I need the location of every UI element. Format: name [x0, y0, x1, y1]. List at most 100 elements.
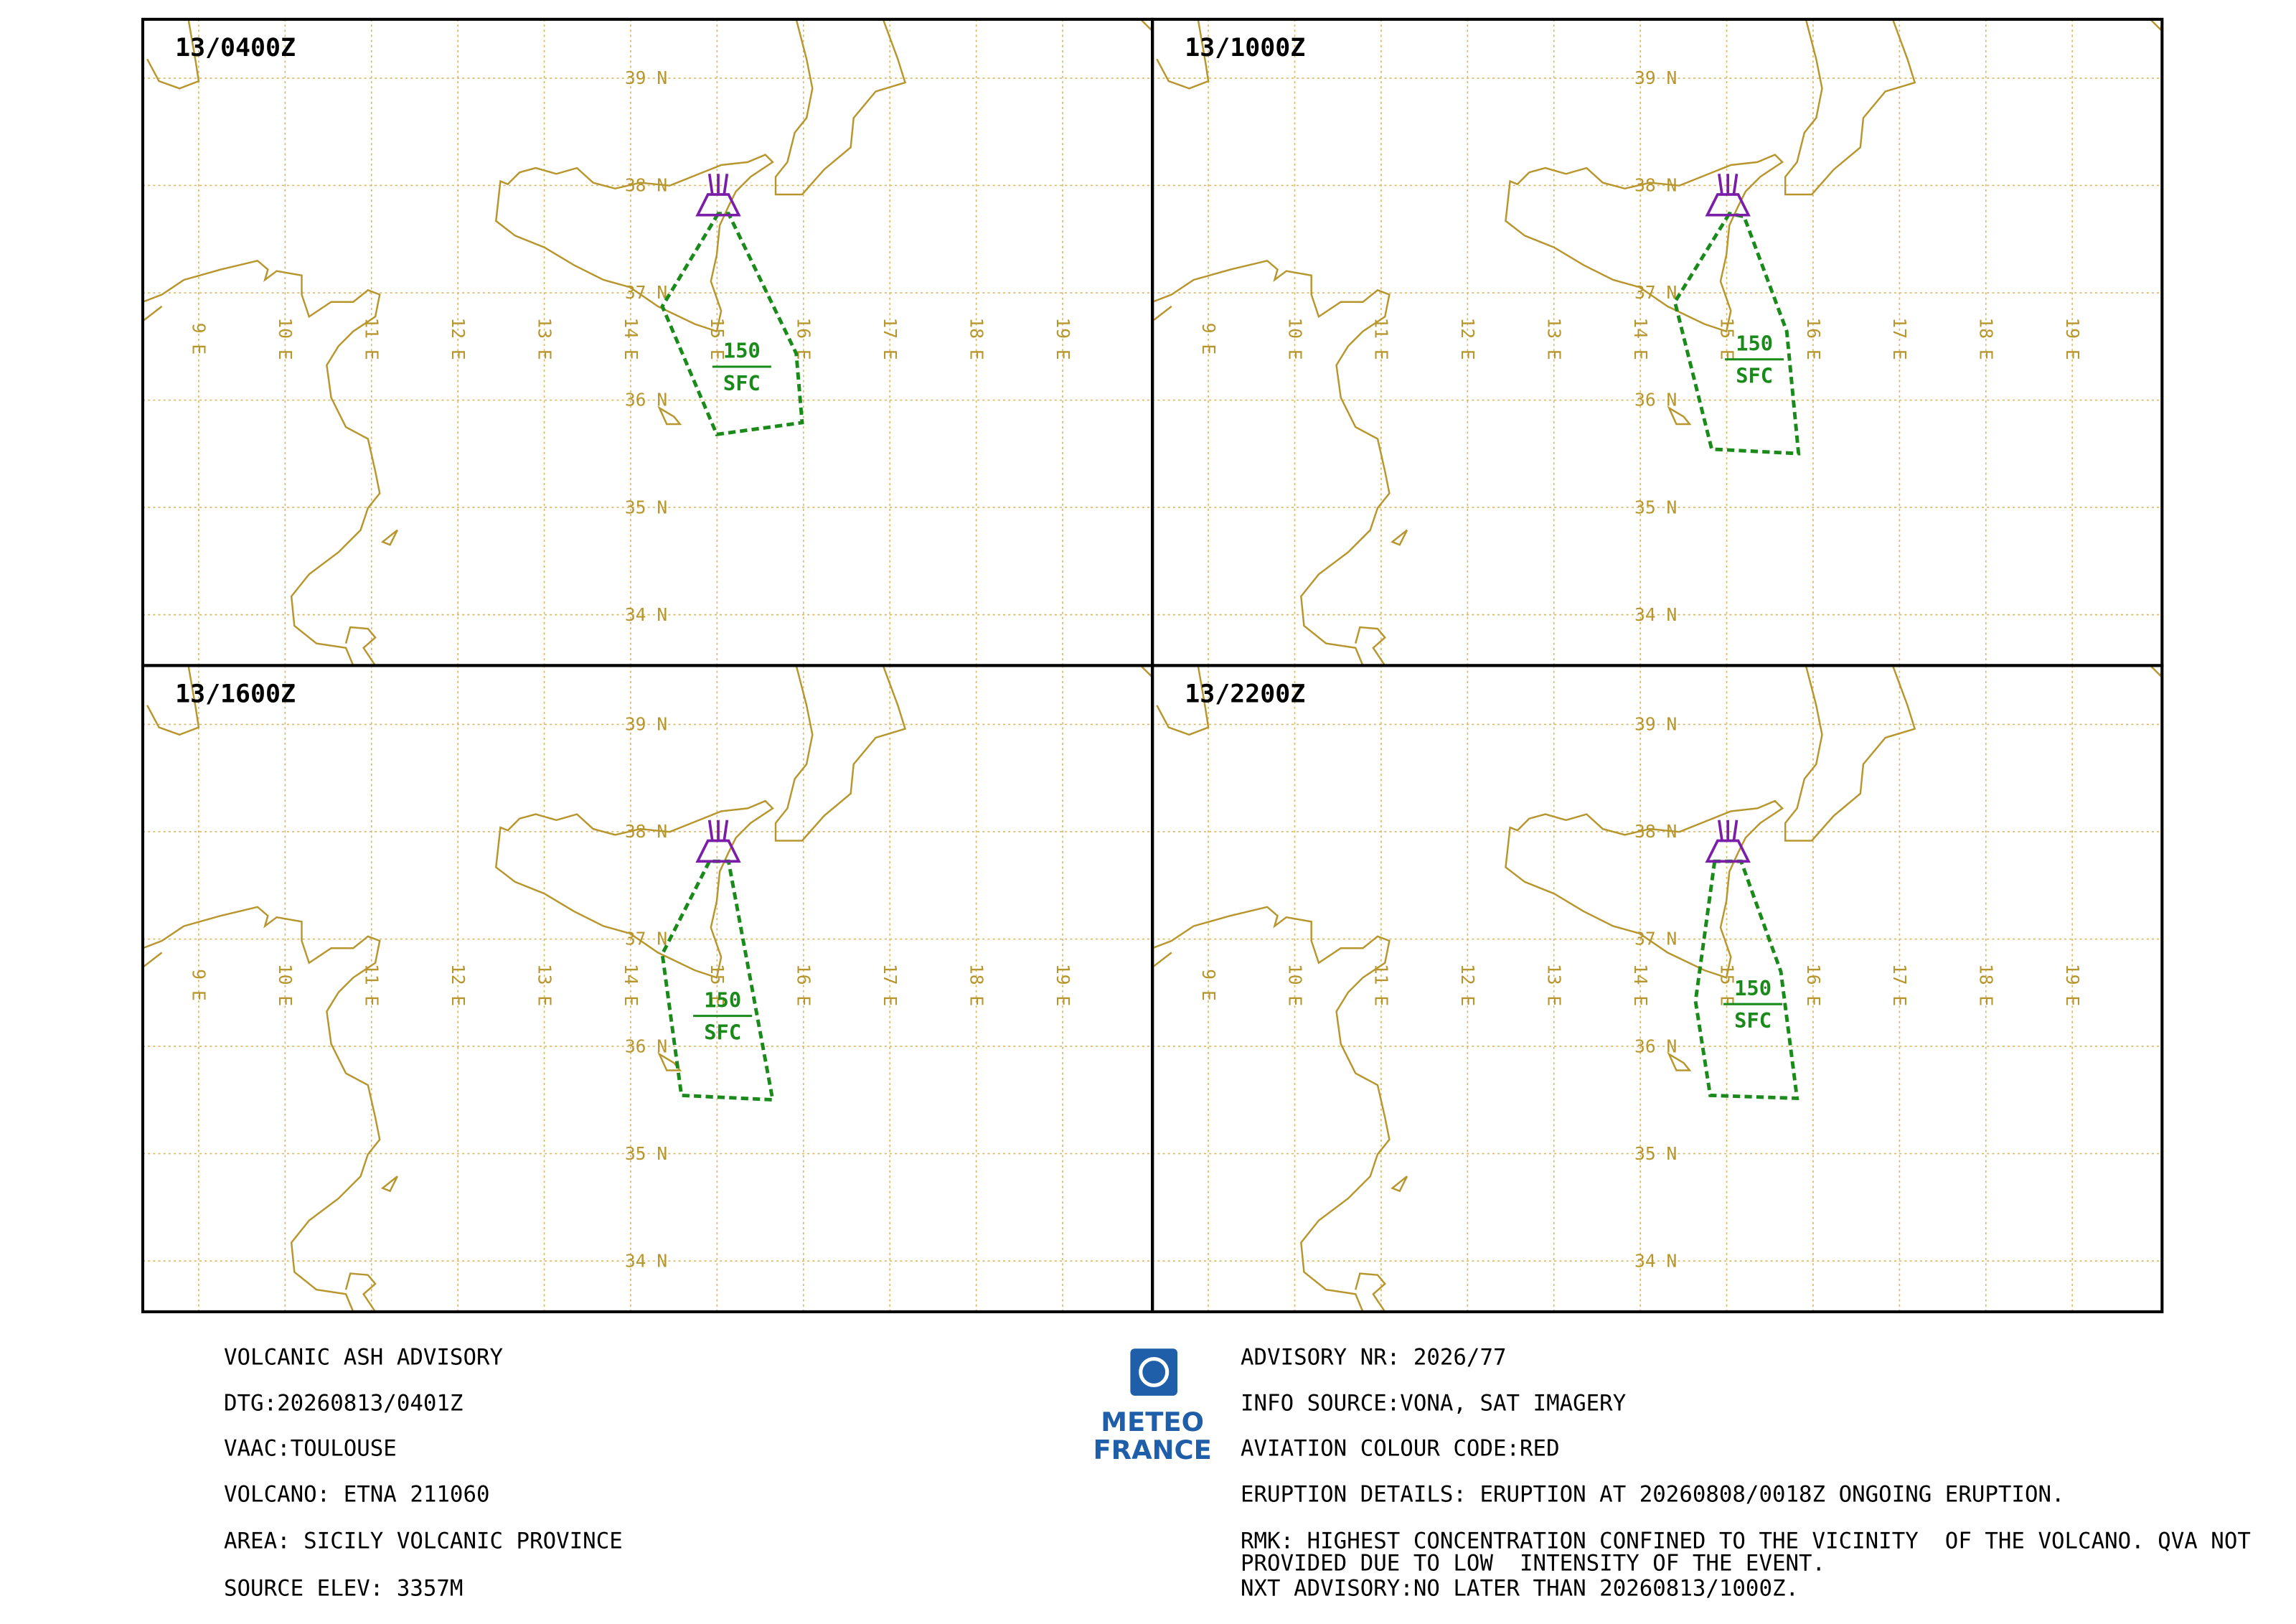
- lat-label: 37 N: [1634, 929, 1677, 949]
- advisory-line: INFO SOURCE:VONA, SAT IMAGERY: [1241, 1389, 1627, 1417]
- lon-label: 9 E: [189, 969, 210, 1000]
- lat-label: 39 N: [625, 714, 667, 735]
- lon-label: 18 E: [1976, 317, 1997, 360]
- lon-label: 15 E: [707, 964, 728, 1006]
- logo-text: FRANCE: [1093, 1435, 1211, 1465]
- lon-label: 19 E: [2062, 964, 2083, 1006]
- ash-top: 150: [723, 339, 761, 363]
- advisory-line: VAAC:TOULOUSE: [223, 1435, 397, 1462]
- advisory-line: SOURCE ELEV: 3357M: [223, 1574, 464, 1602]
- lon-label: 15 E: [707, 317, 728, 360]
- advisory-line: AREA: SICILY VOLCANIC PROVINCE: [223, 1528, 623, 1555]
- ash-base: SFC: [1736, 364, 1773, 388]
- advisory-line: DTG:20260813/0401Z: [223, 1389, 464, 1417]
- panel-time: 13/1600Z: [175, 680, 296, 709]
- lon-label: 12 E: [448, 964, 469, 1006]
- lon-label: 18 E: [1976, 964, 1997, 1006]
- advisory-line: ERUPTION DETAILS: ERUPTION AT 20260808/0…: [1241, 1480, 2065, 1508]
- lon-label: 10 E: [1284, 964, 1305, 1006]
- lat-label: 39 N: [625, 67, 667, 88]
- logo-text: METEO: [1101, 1407, 1204, 1437]
- ash-base: SFC: [723, 371, 761, 395]
- ash-base: SFC: [1734, 1008, 1772, 1033]
- lon-label: 11 E: [362, 317, 382, 360]
- lat-label: 38 N: [625, 175, 667, 196]
- lon-label: 10 E: [275, 964, 296, 1006]
- lat-label: 35 N: [1634, 1143, 1677, 1164]
- lon-label: 9 E: [189, 323, 210, 355]
- advisory-line: AVIATION COLOUR CODE:RED: [1241, 1435, 1560, 1462]
- lon-label: 18 E: [966, 964, 987, 1006]
- advisory-line: ADVISORY NR: 2026/77: [1241, 1343, 1507, 1371]
- lat-label: 36 N: [1634, 390, 1677, 410]
- panel-time: 13/0400Z: [175, 34, 296, 62]
- lon-label: 16 E: [1803, 964, 1824, 1006]
- volcano-icon: [1705, 818, 1750, 863]
- lat-label: 35 N: [1634, 497, 1677, 517]
- ash-top: 150: [1734, 976, 1772, 1000]
- lon-label: 17 E: [880, 964, 900, 1006]
- lon-label: 9 E: [1198, 323, 1219, 355]
- lon-label: 14 E: [621, 317, 641, 360]
- lon-label: 14 E: [1630, 317, 1651, 360]
- panel-time: 13/2200Z: [1185, 680, 1305, 709]
- lat-label: 37 N: [625, 929, 667, 949]
- lon-label: 13 E: [534, 964, 555, 1006]
- lat-label: 35 N: [625, 497, 667, 517]
- lat-label: 34 N: [1634, 604, 1677, 625]
- lon-label: 10 E: [1284, 317, 1305, 360]
- lat-label: 37 N: [625, 282, 667, 303]
- advisory-line: VOLCANIC ASH ADVISORY: [223, 1343, 503, 1371]
- advisory-line: NXT ADVISORY:NO LATER THAN 20260813/1000…: [1241, 1574, 1799, 1602]
- ash-top: 150: [1736, 331, 1773, 355]
- lat-label: 34 N: [1634, 1250, 1677, 1271]
- lon-label: 18 E: [966, 317, 987, 360]
- ash-base: SFC: [704, 1020, 741, 1044]
- lon-label: 11 E: [362, 964, 382, 1006]
- logo-mark: [1130, 1348, 1178, 1396]
- lat-label: 37 N: [1634, 282, 1677, 303]
- lat-label: 35 N: [625, 1143, 667, 1164]
- lon-label: 19 E: [1053, 964, 1073, 1006]
- lon-label: 11 E: [1371, 964, 1392, 1006]
- lon-label: 15 E: [1716, 964, 1737, 1006]
- lon-label: 15 E: [1716, 317, 1737, 360]
- volcano-icon: [696, 172, 740, 217]
- lat-label: 39 N: [1634, 67, 1677, 88]
- ash-area: [1672, 211, 1801, 456]
- lon-label: 17 E: [1889, 317, 1910, 360]
- lon-label: 13 E: [534, 317, 555, 360]
- lon-label: 13 E: [1544, 317, 1565, 360]
- advisory-line: RMK: HIGHEST CONCENTRATION CONFINED TO T…: [1241, 1528, 2264, 1577]
- lon-label: 16 E: [794, 964, 814, 1006]
- advisory-line: VOLCANO: ETNA 211060: [223, 1480, 490, 1508]
- lat-label: 38 N: [1634, 175, 1677, 196]
- volcano-icon: [696, 818, 740, 863]
- lat-label: 38 N: [625, 821, 667, 842]
- lon-label: 16 E: [1803, 317, 1824, 360]
- lat-label: 34 N: [625, 604, 667, 625]
- ash-area: [660, 212, 804, 437]
- lat-label: 38 N: [1634, 821, 1677, 842]
- ash-top: 150: [704, 987, 741, 1012]
- lon-label: 17 E: [1889, 964, 1910, 1006]
- lat-label: 36 N: [625, 1036, 667, 1056]
- panel-time: 13/1000Z: [1185, 34, 1305, 62]
- lon-label: 13 E: [1544, 964, 1565, 1006]
- lon-label: 17 E: [880, 317, 900, 360]
- lon-label: 19 E: [2062, 317, 2083, 360]
- logo-swirl: [1139, 1356, 1170, 1388]
- lon-label: 9 E: [1198, 969, 1219, 1000]
- lon-label: 12 E: [1457, 317, 1478, 360]
- panel-frame: [1151, 664, 2164, 1313]
- volcano-icon: [1705, 172, 1750, 217]
- lat-label: 36 N: [1634, 1036, 1677, 1056]
